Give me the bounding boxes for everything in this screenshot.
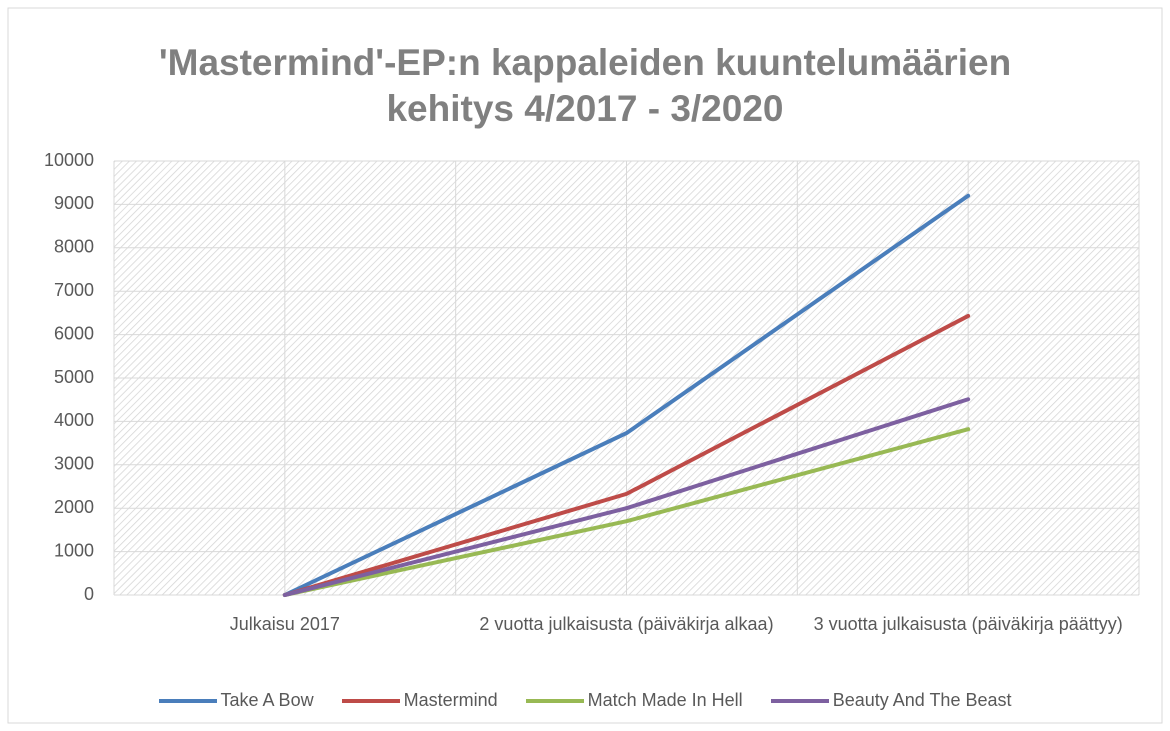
legend-swatch — [158, 698, 217, 703]
y-tick-label: 4000 — [54, 410, 94, 430]
legend: Take A Bow Mastermind Match Made In Hell Be… — [0, 690, 1170, 711]
series-line — [282, 397, 971, 597]
y-tick-label: 8000 — [54, 237, 94, 257]
series-line — [282, 427, 971, 597]
y-tick-label: 3000 — [54, 454, 94, 474]
chart-title: 'Mastermind'-EP:n kappaleiden kuuntelumä… — [158, 42, 1012, 129]
y-tick-label: 0 — [84, 584, 94, 604]
y-tick-label: 1000 — [54, 540, 94, 560]
legend-item: Mastermind — [341, 690, 498, 711]
x-tick-label: 3 vuotta julkaisusta (päiväkirja päättyy… — [813, 614, 1123, 634]
legend-label: Beauty And The Beast — [832, 690, 1012, 710]
x-tick-label: Julkaisu 2017 — [229, 614, 340, 634]
y-tick-label: 5000 — [54, 367, 94, 387]
series-line — [282, 313, 971, 597]
legend-label: Match Made In Hell — [587, 690, 743, 710]
legend-label: Mastermind — [403, 690, 498, 710]
series-line — [282, 193, 971, 597]
legend-item: Take A Bow — [158, 690, 314, 711]
legend-item: Beauty And The Beast — [770, 690, 1012, 711]
y-tick-label: 10000 — [44, 150, 94, 170]
legend-item: Match Made In Hell — [525, 690, 743, 711]
legend-swatch — [525, 698, 584, 703]
legend-swatch — [770, 698, 829, 703]
y-tick-label: 9000 — [54, 193, 94, 213]
y-tick-label: 6000 — [54, 323, 94, 343]
x-tick-label: 2 vuotta julkaisusta (päiväkirja alkaa) — [479, 614, 774, 634]
legend-swatch — [341, 698, 400, 703]
y-tick-label: 7000 — [54, 280, 94, 300]
y-tick-label: 2000 — [54, 497, 94, 517]
legend-label: Take A Bow — [220, 690, 314, 710]
